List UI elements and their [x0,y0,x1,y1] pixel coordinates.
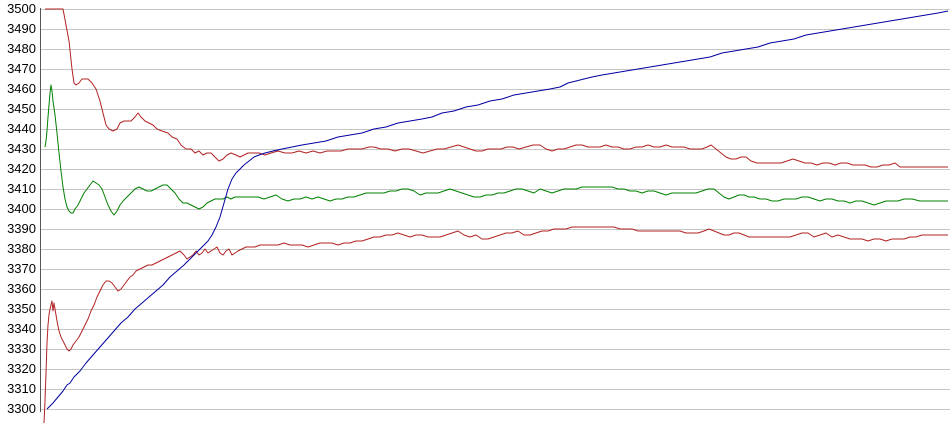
y-axis-label: 3300 [7,401,36,416]
y-axis-label: 3430 [7,141,36,156]
y-axis-label: 3500 [7,1,36,16]
y-axis-label: 3330 [7,341,36,356]
y-axis-label: 3470 [7,61,36,76]
blue-line [46,10,949,410]
y-axis-label: 3350 [7,301,36,316]
y-axis-label: 3450 [7,101,36,116]
y-axis-label: 3370 [7,261,36,276]
y-axis-label: 3380 [7,241,36,256]
y-axis-label: 3360 [7,281,36,296]
lower-red-line [43,226,948,424]
y-axis-label: 3310 [7,381,36,396]
green-line [44,84,948,216]
y-axis-label: 3390 [7,221,36,236]
upper-red-line [45,8,948,168]
y-axis-label: 3490 [7,21,36,36]
y-axis-label: 3480 [7,41,36,56]
y-axis-label: 3320 [7,361,36,376]
y-axis-label: 3440 [7,121,36,136]
y-axis-label: 3460 [7,81,36,96]
y-axis-label: 3400 [7,201,36,216]
y-axis-label: 3340 [7,321,36,336]
y-axis-label: 3410 [7,181,36,196]
y-axis-label: 3420 [7,161,36,176]
